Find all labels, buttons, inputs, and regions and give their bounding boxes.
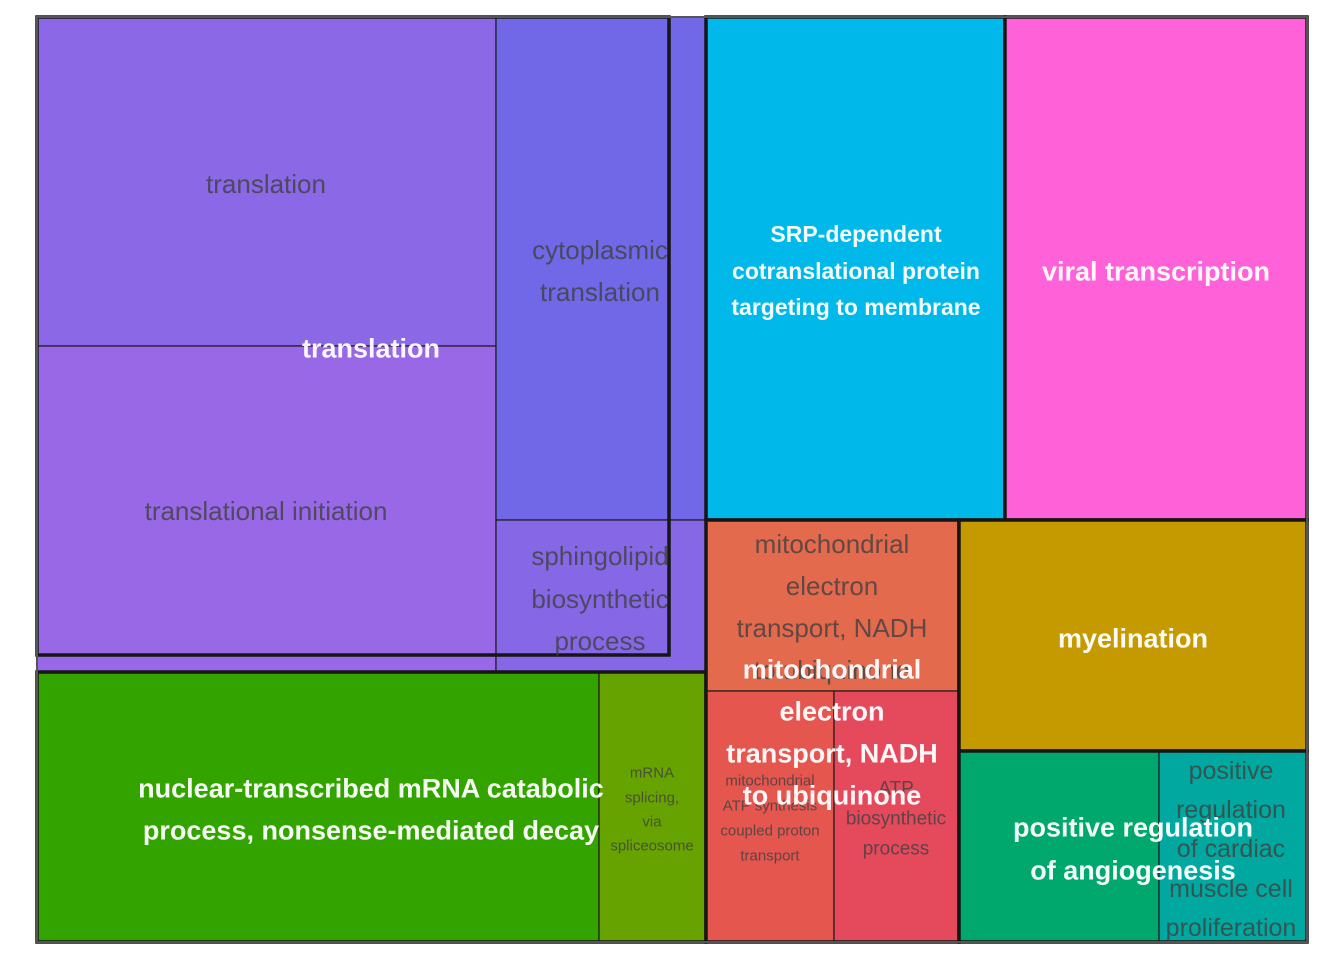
group-mitochondrial-electron-transport-nadh-to-ubiquinone: [704, 518, 961, 944]
group-label-viral-transcription: viral transcription: [1042, 256, 1270, 286]
tile-label-cytoplasmic-translation: cytoplasmic translation: [532, 235, 668, 307]
outer-frame: [36, 16, 1308, 943]
tile-viral-transcription: [1004, 16, 1308, 521]
tile-positive-regulation-of-cardiac-muscle-cell-proliferation: [1158, 750, 1308, 943]
tile-label-sphingolipid-biosynthetic-process: sphingolipid biosynthetic process: [531, 541, 668, 656]
tile-mitochondrial-electron-transport-nadh-to-ubiquinone: [705, 519, 960, 692]
tile-label-translation: translation: [206, 169, 326, 199]
group-label-positive-regulation-of-angiogenesis: positive regulation of angiogenesis: [1013, 812, 1253, 885]
group-label-myelination: myelination: [1058, 623, 1208, 653]
group-label-srp-dependent-cotranslational-protein-targeting-to-membrane: SRP-dependent cotranslational protein targ…: [731, 221, 980, 320]
tile-sphingolipid-biosynthetic-process: [495, 519, 707, 673]
tile-nuclear-transcribed-mrna-catabolic-process-nonsense-mediated-decay: [36, 671, 600, 943]
group-labels-layer: translation SRP-dependent cotranslational …: [138, 221, 1270, 885]
group-label-mitochondrial-electron-transport-nadh-to-ubiquinone: mitochondrial electron transport, NADH to u…: [726, 654, 938, 810]
tiles-layer: [35, 15, 1309, 944]
tile-label-mitochondrial-electron-transport-nadh-to-ubiquinone: mitochondrial electron transport, NADH to u…: [737, 529, 928, 685]
tile-mrna-splicing-via-spliceosome: [598, 671, 707, 943]
group-label-nuclear-transcribed-mrna-catabolic-process-nonsense-mediated-decay: nuclear-transcribed mRNA catabolic proces…: [138, 773, 604, 845]
tile-label-translational-initiation: translational initiation: [145, 496, 388, 526]
tile-label-mrna-splicing-via-spliceosome: mRNA splicing, via spliceosome: [610, 764, 693, 854]
group-nuclear-transcribed-mrna-catabolic-process-nonsense-mediated-decay: [35, 670, 708, 944]
group-label-translation: translation: [302, 333, 440, 363]
tile-label-atp-biosynthetic-process: ATP biosynthetic process: [846, 779, 946, 860]
tile-mitochondrial-atp-synthesis-coupled-proton-transport: [705, 690, 835, 943]
group-translation: [35, 15, 707, 673]
tile-label-mitochondrial-atp-synthesis-coupled-proton-transport: mitochondrial ATP synthesis coupled proton…: [720, 772, 819, 864]
group-positive-regulation-of-angiogenesis: [957, 749, 1309, 944]
tile-labels-layer: translation translational initiation cytop…: [145, 169, 1297, 942]
tile-label-positive-regulation-of-cardiac-muscle-cell-proliferation: positive regulation of cardiac muscle cell p…: [1166, 757, 1297, 942]
tile-translation: [36, 16, 497, 347]
tile-myelination: [958, 519, 1308, 752]
tile-translational-initiation: [36, 345, 497, 673]
tile-positive-regulation-of-angiogenesis: [958, 750, 1160, 943]
tile-atp-biosynthetic-process: [833, 690, 960, 943]
group-viral-transcription: [1003, 15, 1309, 522]
tile-cytoplasmic-translation: [495, 16, 707, 521]
